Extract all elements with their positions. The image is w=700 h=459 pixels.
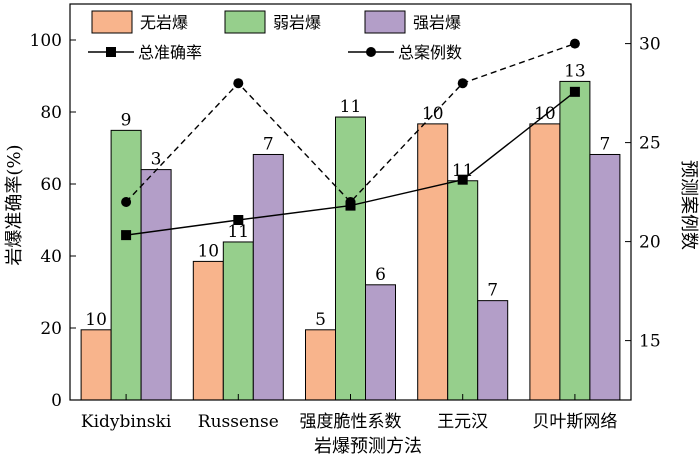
bar-value-label: 13 <box>564 61 586 81</box>
legend-label: 总案例数 <box>398 43 462 62</box>
y-tick-label: 0 <box>51 391 62 411</box>
bar <box>589 153 621 401</box>
y2-tick-label: 15 <box>639 332 661 352</box>
legend-swatch <box>364 10 406 34</box>
line-point <box>345 197 356 207</box>
bar <box>140 169 172 401</box>
x-tick-label: Kidybinski <box>81 412 172 432</box>
bar-value-label: 7 <box>487 281 498 301</box>
bar-value-label: 7 <box>599 134 610 154</box>
bar <box>80 329 112 401</box>
bar <box>417 123 449 401</box>
y-tick-label: 20 <box>40 319 62 339</box>
line-point <box>457 78 468 89</box>
y-tick-label: 60 <box>40 175 62 195</box>
y2-tick-label: 25 <box>639 134 661 154</box>
y-tick-label: 100 <box>30 31 62 51</box>
line-point <box>121 197 132 207</box>
bar <box>559 80 591 401</box>
bar-value-label: 7 <box>263 134 274 154</box>
bar <box>192 260 224 401</box>
bar <box>252 153 284 401</box>
y-tick-label: 40 <box>40 247 62 267</box>
bar-value-label: 10 <box>422 104 444 124</box>
y2-tick-label: 20 <box>639 233 661 253</box>
bar <box>365 284 396 401</box>
bar-value-label: 5 <box>315 310 326 330</box>
line-point <box>121 230 132 241</box>
legend-label: 弱岩爆 <box>273 13 321 32</box>
bar <box>222 241 254 401</box>
legend-swatch <box>224 10 266 34</box>
x-axis-title: 岩爆预测方法 <box>314 436 422 457</box>
x-tick-label: 贝叶斯网络 <box>532 412 617 432</box>
bar-value-label: 9 <box>121 110 132 130</box>
bars-layer <box>80 80 621 401</box>
bar <box>447 180 479 401</box>
legend-marker <box>366 47 376 57</box>
line-point <box>569 38 580 49</box>
legend-label: 强岩爆 <box>413 13 461 32</box>
line-point <box>457 174 468 185</box>
y-axis-title: 岩爆准确率(%) <box>4 144 25 265</box>
bar-value-label: 11 <box>340 97 362 117</box>
legend-swatch <box>91 10 133 34</box>
y2-tick-label: 30 <box>639 35 661 55</box>
bar-value-label: 10 <box>534 104 556 124</box>
x-tick-label: 强度脆性系数 <box>300 412 402 432</box>
bar-value-label: 10 <box>85 310 107 330</box>
y2-axis-title: 预测案例数 <box>678 160 699 250</box>
bar-value-label: 11 <box>227 222 249 242</box>
bar <box>335 116 366 401</box>
bar-value-label: 6 <box>375 265 386 285</box>
y-tick-label: 80 <box>40 103 62 123</box>
line-point <box>569 86 580 97</box>
line-point <box>233 215 244 225</box>
legend-marker <box>106 47 116 57</box>
bar-value-label: 3 <box>151 150 162 170</box>
legend-label: 无岩爆 <box>140 13 188 32</box>
legend-label: 总准确率 <box>138 43 202 62</box>
lines-layer <box>121 38 580 241</box>
bar-value-label: 10 <box>197 241 219 261</box>
bar-value-label: 11 <box>452 161 474 181</box>
bar <box>529 123 561 401</box>
line-point <box>233 78 244 89</box>
x-tick-label: 王元汉 <box>437 412 488 432</box>
bar <box>477 300 509 401</box>
x-tick-label: Russense <box>198 412 279 432</box>
bar <box>110 129 142 401</box>
axes-layer: 0 20 40 60 80 100 15 20 25 30 Kidybinski Russense 强度… <box>30 3 661 432</box>
bar <box>305 329 336 401</box>
labels-layer: 10 10 5 10 10 9 11 11 11 13 3 7 6 7 7 <box>85 61 610 329</box>
